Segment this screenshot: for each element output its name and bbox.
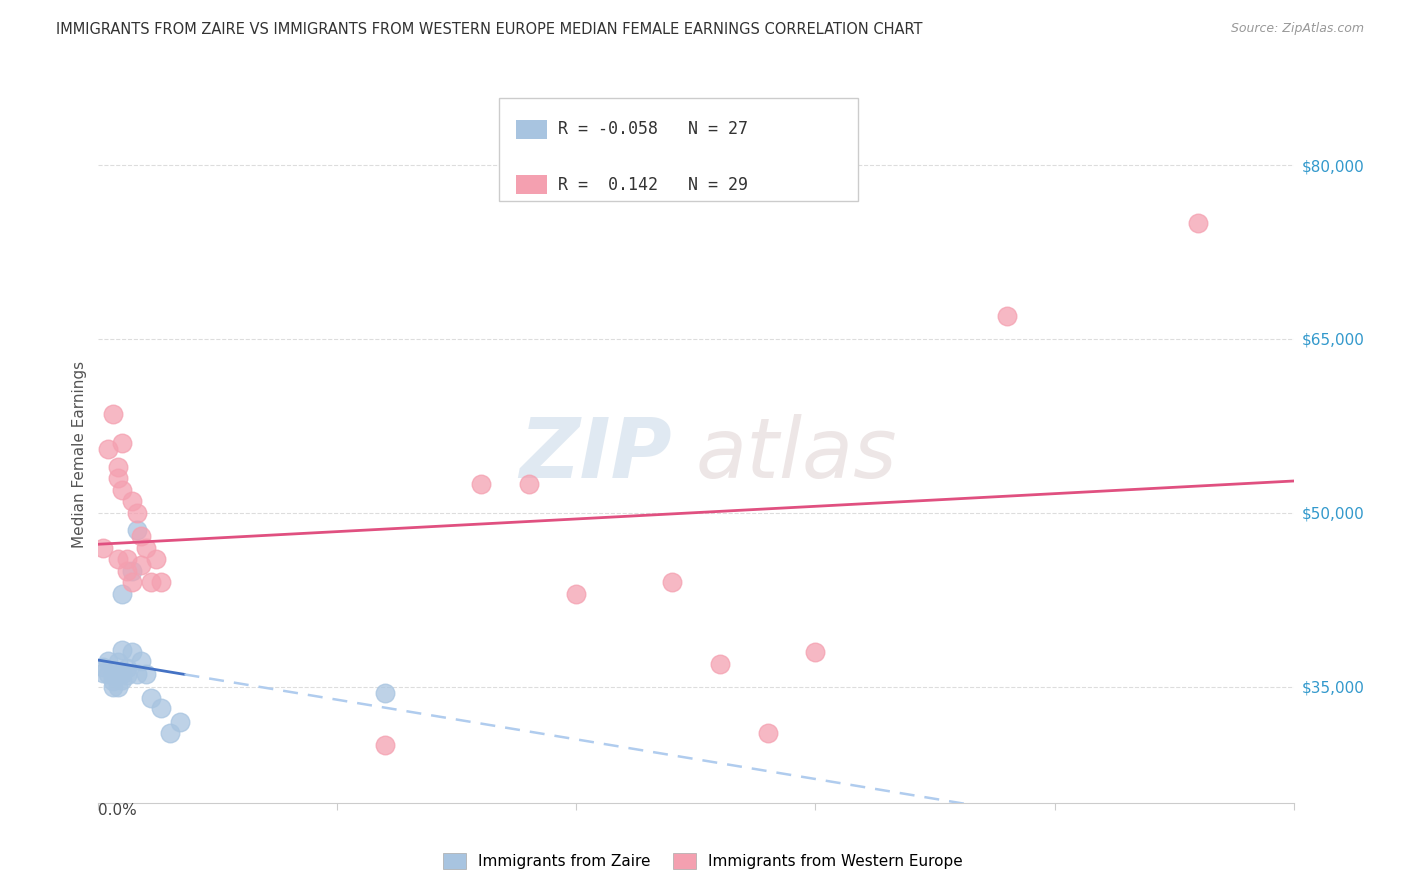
Point <box>111 436 134 450</box>
Point <box>470 476 492 491</box>
Point <box>131 558 153 573</box>
Point <box>709 657 731 671</box>
Point <box>107 668 129 682</box>
Point <box>145 552 167 566</box>
Point <box>125 506 148 520</box>
Point <box>121 494 143 508</box>
Point <box>1187 216 1209 230</box>
Point <box>125 667 148 681</box>
Text: IMMIGRANTS FROM ZAIRE VS IMMIGRANTS FROM WESTERN EUROPE MEDIAN FEMALE EARNINGS C: IMMIGRANTS FROM ZAIRE VS IMMIGRANTS FROM… <box>56 22 922 37</box>
Point <box>111 673 134 687</box>
Point <box>995 309 1018 323</box>
Point <box>131 529 153 543</box>
Point <box>107 459 129 474</box>
Point <box>121 645 143 659</box>
Point <box>97 654 120 668</box>
Point <box>91 660 114 674</box>
Point <box>97 442 120 457</box>
Point <box>91 541 114 555</box>
Point <box>121 575 143 590</box>
Text: 0.0%: 0.0% <box>98 803 138 818</box>
Text: atlas: atlas <box>696 415 897 495</box>
Point <box>107 552 129 566</box>
Point <box>101 680 124 694</box>
Point <box>139 691 162 706</box>
Point <box>101 668 124 682</box>
Point <box>135 667 157 681</box>
Point <box>91 665 114 680</box>
Point <box>125 523 148 537</box>
Point <box>115 661 138 675</box>
Text: R = -0.058   N = 27: R = -0.058 N = 27 <box>558 120 748 138</box>
Point <box>107 680 129 694</box>
Point <box>115 668 138 682</box>
Point <box>107 471 129 485</box>
Point <box>111 667 134 681</box>
Point <box>756 726 779 740</box>
Point <box>149 575 172 590</box>
Legend: Immigrants from Zaire, Immigrants from Western Europe: Immigrants from Zaire, Immigrants from W… <box>437 847 969 875</box>
Point <box>661 575 683 590</box>
Point <box>374 686 396 700</box>
Text: R =  0.142   N = 29: R = 0.142 N = 29 <box>558 176 748 194</box>
Point <box>517 476 540 491</box>
Point <box>121 564 143 578</box>
Point <box>115 552 138 566</box>
Text: ZIP: ZIP <box>519 415 672 495</box>
Point <box>111 483 134 497</box>
Point <box>131 654 153 668</box>
Point <box>804 645 827 659</box>
Point <box>374 738 396 752</box>
Point <box>97 667 120 681</box>
Point <box>107 656 129 670</box>
Point <box>565 587 588 601</box>
Point <box>115 564 138 578</box>
Point <box>111 642 134 657</box>
Point <box>159 726 181 740</box>
Point <box>135 541 157 555</box>
Y-axis label: Median Female Earnings: Median Female Earnings <box>72 361 87 549</box>
Point <box>139 575 162 590</box>
Text: Source: ZipAtlas.com: Source: ZipAtlas.com <box>1230 22 1364 36</box>
Point <box>111 587 134 601</box>
Point <box>101 674 124 689</box>
Point <box>169 714 191 729</box>
Point <box>149 700 172 714</box>
Point <box>101 407 124 422</box>
